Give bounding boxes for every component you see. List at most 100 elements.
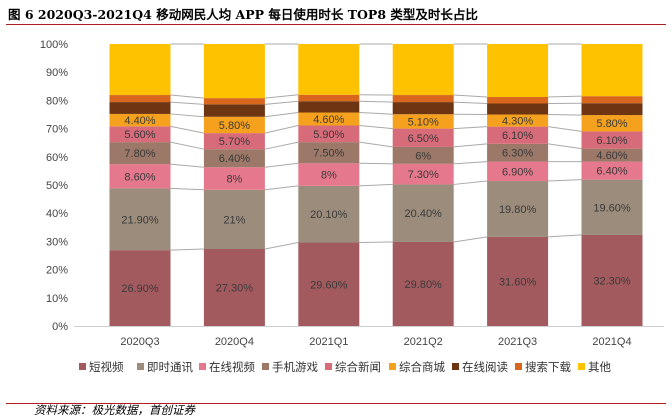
connector-line bbox=[548, 144, 581, 149]
data-label: 32.30% bbox=[593, 275, 631, 287]
connector-line bbox=[548, 96, 581, 97]
legend-label: 搜索下载 bbox=[525, 360, 571, 374]
connector-line bbox=[265, 142, 298, 149]
legend-swatch bbox=[137, 363, 144, 370]
connector-line bbox=[265, 125, 298, 133]
y-tick-label: 80% bbox=[46, 95, 68, 107]
legend-label: 在线阅读 bbox=[462, 360, 508, 374]
data-label: 5.80% bbox=[219, 120, 250, 132]
x-tick-label: 2021Q1 bbox=[309, 336, 348, 348]
connector-line bbox=[548, 127, 581, 132]
bar-segment bbox=[393, 44, 454, 95]
connector-line bbox=[454, 162, 487, 164]
data-label: 21% bbox=[223, 214, 245, 226]
data-label: 21.90% bbox=[121, 214, 159, 226]
y-tick-label: 0% bbox=[52, 321, 68, 333]
connector-line bbox=[454, 181, 487, 184]
data-label: 4.60% bbox=[313, 114, 344, 126]
legend: 短视频即时通讯在线视频手机游戏综合新闻综合商城在线阅读搜索下载其他 bbox=[79, 360, 611, 374]
data-label: 8% bbox=[321, 170, 337, 182]
legend-swatch bbox=[79, 363, 86, 370]
data-label: 20.10% bbox=[310, 209, 348, 221]
connector-line bbox=[265, 113, 298, 117]
connector-line bbox=[548, 180, 581, 181]
connector-line bbox=[359, 125, 392, 128]
legend-swatch bbox=[389, 363, 396, 370]
connector-line bbox=[171, 95, 204, 98]
data-label: 5.90% bbox=[313, 129, 344, 141]
connector-line bbox=[454, 127, 487, 129]
x-tick-label: 2021Q2 bbox=[404, 336, 443, 348]
connector-line bbox=[359, 242, 392, 243]
legend-label: 在线视频 bbox=[209, 360, 255, 374]
connector-line bbox=[265, 186, 298, 190]
bar-segment bbox=[298, 44, 359, 95]
y-tick-label: 30% bbox=[46, 236, 68, 248]
bar-segment bbox=[204, 104, 265, 116]
legend-swatch bbox=[262, 363, 269, 370]
data-label: 4.30% bbox=[502, 116, 533, 128]
data-label: 6.10% bbox=[596, 135, 627, 147]
connector-line bbox=[171, 142, 204, 149]
data-label: 5.10% bbox=[408, 116, 439, 128]
stacked-bar-chart: 0%10%20%30%40%50%60%70%80%90%100% 26.90%… bbox=[0, 0, 672, 400]
y-tick-label: 20% bbox=[46, 265, 68, 277]
y-tick-label: 40% bbox=[46, 208, 68, 220]
data-label: 6.90% bbox=[502, 166, 533, 178]
connector-line bbox=[454, 102, 487, 103]
legend-swatch bbox=[325, 363, 332, 370]
bar-segment bbox=[393, 95, 454, 102]
connector-line bbox=[454, 95, 487, 97]
connector-line bbox=[265, 243, 298, 249]
bar-segment bbox=[582, 103, 643, 115]
connector-line bbox=[359, 113, 392, 115]
legend-label: 综合新闻 bbox=[335, 360, 381, 374]
connector-line bbox=[171, 164, 204, 167]
data-label: 27.30% bbox=[216, 283, 254, 295]
legend-label: 即时通讯 bbox=[147, 360, 193, 374]
data-label: 6% bbox=[415, 150, 431, 162]
bar-segment bbox=[110, 95, 171, 102]
data-label: 29.60% bbox=[310, 279, 348, 291]
connector-line bbox=[171, 249, 204, 250]
connector-line bbox=[359, 184, 392, 185]
x-tick-label: 2021Q3 bbox=[498, 336, 537, 348]
legend-label: 短视频 bbox=[89, 360, 124, 374]
connector-line bbox=[359, 163, 392, 164]
bar-segment bbox=[582, 44, 643, 96]
connector-line bbox=[171, 102, 204, 104]
y-tick-label: 10% bbox=[46, 293, 68, 305]
bar-segment bbox=[393, 102, 454, 114]
data-label: 19.80% bbox=[499, 204, 537, 216]
bar-segment bbox=[204, 98, 265, 104]
bar-segment bbox=[582, 96, 643, 103]
bar-segment bbox=[487, 97, 548, 103]
bar-segment bbox=[298, 101, 359, 112]
data-label: 31.60% bbox=[499, 276, 537, 288]
legend-swatch bbox=[578, 363, 585, 370]
data-label: 19.60% bbox=[593, 202, 631, 214]
y-tick-label: 90% bbox=[46, 67, 68, 79]
connector-line bbox=[359, 142, 392, 147]
y-tick-label: 60% bbox=[46, 152, 68, 164]
connector-line bbox=[548, 235, 581, 237]
legend-label: 其他 bbox=[588, 360, 611, 374]
x-tick-label: 2020Q4 bbox=[215, 336, 254, 348]
data-label: 7.30% bbox=[408, 169, 439, 181]
data-label: 4.60% bbox=[596, 150, 627, 162]
bar-segment bbox=[487, 44, 548, 97]
data-label: 5.60% bbox=[124, 129, 155, 141]
data-label: 26.90% bbox=[121, 283, 159, 295]
connector-line bbox=[454, 237, 487, 242]
legend-label: 综合商城 bbox=[399, 360, 445, 374]
connector-line bbox=[548, 115, 581, 116]
bar-segment bbox=[110, 102, 171, 114]
data-label: 6.50% bbox=[408, 133, 439, 145]
data-label: 8% bbox=[226, 174, 242, 186]
bar-segment bbox=[204, 44, 265, 98]
data-label: 5.70% bbox=[219, 136, 250, 148]
bar-segment bbox=[298, 95, 359, 101]
data-label: 20.40% bbox=[405, 208, 443, 220]
connector-line bbox=[265, 101, 298, 104]
